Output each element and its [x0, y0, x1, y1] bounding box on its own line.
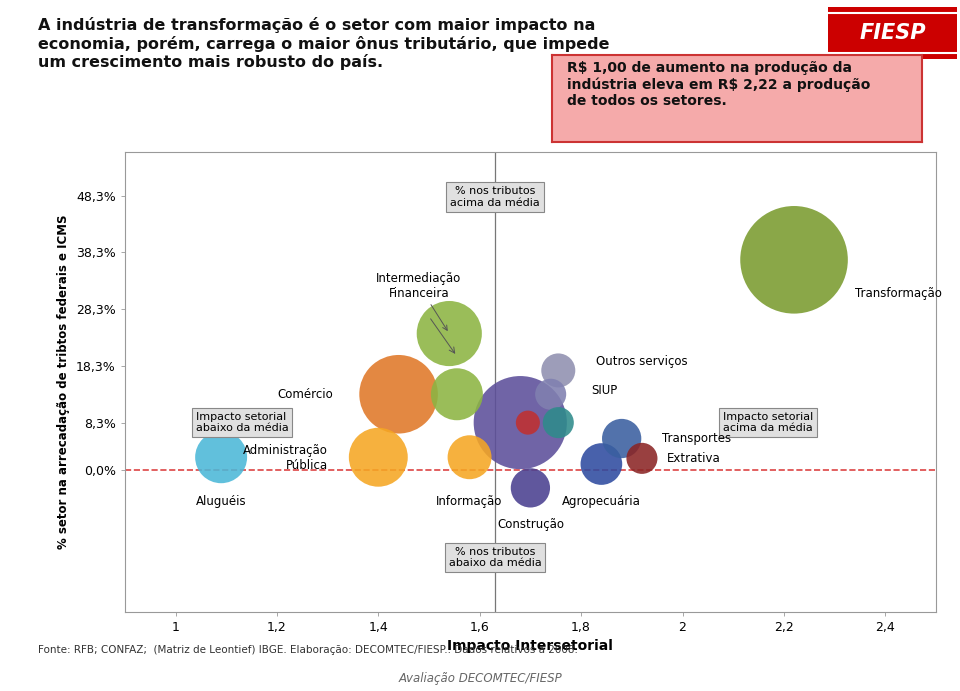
Point: [391, 389, 406, 400]
X-axis label: Impacto Intersetorial: Impacto Intersetorial: [447, 639, 613, 653]
Text: Extrativa: Extrativa: [667, 452, 721, 465]
Point: [520, 417, 536, 428]
Point: [522, 482, 538, 493]
Text: Impacto setorial
acima da média: Impacto setorial acima da média: [723, 412, 813, 433]
Point: [551, 417, 566, 428]
Text: Intermediação
Financeira: Intermediação Financeira: [376, 272, 462, 330]
Text: Informação: Informação: [437, 495, 503, 509]
Point: [371, 452, 386, 463]
Text: Fonte: RFB; CONFAZ;  (Matriz de Leontief) IBGE. Elaboração: DECOMTEC/FIESP.. Dad: Fonte: RFB; CONFAZ; (Matriz de Leontief)…: [38, 645, 578, 655]
Point: [213, 452, 228, 463]
Text: Construção: Construção: [497, 518, 564, 531]
Point: [442, 328, 457, 339]
Point: [786, 254, 802, 265]
Point: [462, 452, 477, 463]
Point: [614, 433, 630, 444]
Text: Avaliação DECOMTEC/FIESP: Avaliação DECOMTEC/FIESP: [398, 672, 562, 685]
Text: FIESP: FIESP: [859, 23, 925, 43]
Point: [551, 365, 566, 376]
Text: Agropecuária: Agropecuária: [562, 495, 641, 509]
Text: % nos tributos
acima da média: % nos tributos acima da média: [450, 186, 540, 208]
Text: Administração
Pública: Administração Pública: [243, 444, 327, 473]
Text: Comércio: Comércio: [276, 388, 333, 401]
Text: R$ 1,00 de aumento na produção da
indústria eleva em R$ 2,22 a produção
de todos: R$ 1,00 de aumento na produção da indúst…: [566, 61, 870, 108]
Point: [513, 417, 528, 428]
Text: SIUP: SIUP: [591, 384, 617, 397]
Text: A indústria de transformação é o setor com maior impacto na
economia, porém, car: A indústria de transformação é o setor c…: [38, 17, 610, 70]
Point: [635, 453, 650, 464]
Point: [449, 389, 465, 400]
Y-axis label: % setor na arrecadação de tribtos federais e ICMS: % setor na arrecadação de tribtos federa…: [58, 214, 70, 549]
Text: % nos tributos
abaixo da média: % nos tributos abaixo da média: [448, 547, 541, 569]
Text: Outros serviços: Outros serviços: [596, 355, 688, 368]
Text: Impacto setorial
abaixo da média: Impacto setorial abaixo da média: [196, 412, 289, 433]
Point: [593, 459, 609, 470]
Text: Aluguéis: Aluguéis: [196, 495, 247, 509]
Point: [543, 389, 559, 400]
Text: Transportes: Transportes: [662, 432, 732, 445]
Text: Transformação: Transformação: [854, 287, 942, 301]
